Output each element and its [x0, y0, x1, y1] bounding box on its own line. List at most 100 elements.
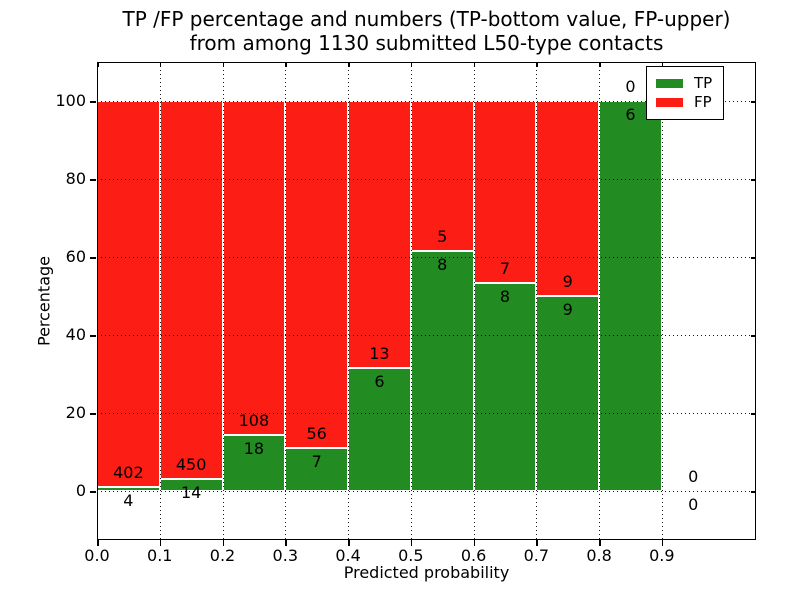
y-tick — [90, 413, 96, 415]
x-tick — [159, 540, 162, 546]
tp-bar-segment — [536, 296, 600, 492]
x-tick-top — [222, 62, 225, 67]
y-tick — [90, 491, 96, 493]
x-tick — [661, 540, 664, 546]
y-tick-label: 0 — [75, 481, 86, 501]
x-tick — [285, 540, 287, 546]
x-tick-top — [159, 62, 162, 67]
fp-bar-segment — [285, 101, 349, 448]
x-tick — [536, 540, 538, 546]
tp-legend-swatch — [656, 79, 683, 88]
x-tick — [599, 540, 601, 546]
x-tick — [348, 540, 350, 546]
x-tick-top — [97, 62, 99, 67]
y-tick-right — [751, 335, 756, 337]
tp-bar-segment — [473, 283, 537, 492]
fp-count-label: 108 — [238, 411, 270, 431]
y-gridline — [97, 335, 756, 337]
fp-count-label: 13 — [369, 343, 390, 363]
x-tick-top — [410, 62, 413, 67]
x-tick-label: 0.2 — [209, 546, 236, 565]
tp-bar-segment — [285, 447, 349, 492]
x-axis-label: Predicted probability — [343, 563, 510, 582]
legend-item-fp: FP — [656, 94, 712, 111]
fp-bar-segment — [159, 101, 223, 480]
legend: TP FP — [646, 66, 725, 120]
y-gridline — [97, 413, 756, 415]
x-tick-label: 0.9 — [649, 546, 675, 565]
x-tick-label: 0.8 — [586, 546, 612, 565]
x-gridline — [348, 62, 350, 540]
x-tick-top — [661, 62, 664, 67]
x-tick-top — [536, 62, 538, 67]
tp-bar-segment — [410, 251, 474, 492]
fp-bar-segment — [536, 101, 600, 297]
fp-bar-segment — [222, 101, 286, 436]
x-gridline — [473, 62, 475, 540]
x-tick-top — [599, 62, 601, 67]
x-tick-label: 0.4 — [335, 546, 361, 565]
x-tick — [222, 540, 225, 546]
fp-bar-segment — [473, 101, 537, 284]
y-gridline — [97, 491, 756, 493]
fp-count-label: 0 — [625, 77, 636, 97]
fp-legend-swatch — [656, 98, 683, 107]
y-tick — [90, 179, 96, 181]
x-tick-label: 0.1 — [147, 546, 173, 565]
tp-count-label: 7 — [311, 451, 322, 471]
y-tick-right — [751, 179, 756, 181]
fp-bar-segment — [97, 101, 160, 488]
tp-count-label: 6 — [374, 371, 385, 391]
x-tick-label: 0.7 — [523, 546, 550, 565]
x-gridline — [661, 62, 663, 540]
y-tick-label: 80 — [65, 169, 86, 189]
y-tick-right — [751, 491, 756, 493]
fp-count-label: 7 — [499, 259, 511, 279]
y-tick-right — [751, 101, 756, 103]
fp-count-label: 450 — [175, 455, 207, 475]
fp-count-label: 0 — [688, 467, 699, 487]
x-gridline — [159, 62, 161, 540]
y-gridline — [97, 257, 756, 259]
x-tick — [410, 540, 413, 546]
tp-legend-label: TP — [694, 74, 713, 92]
chart-title-line2: from among 1130 submitted L50-type conta… — [189, 31, 664, 55]
x-gridline — [536, 62, 538, 540]
fp-count-label: 5 — [437, 227, 448, 247]
x-tick-top — [473, 62, 476, 67]
tp-bar-segment — [599, 101, 662, 492]
chart-title-line1: TP /FP percentage and numbers (TP-bottom… — [122, 7, 731, 31]
tp-count-label: 9 — [562, 300, 573, 320]
x-tick-label: 0.3 — [272, 546, 298, 565]
x-tick — [97, 540, 99, 546]
tp-count-label: 4 — [123, 491, 134, 511]
tp-count-label: 8 — [437, 255, 448, 275]
x-tick-label: 0.6 — [460, 546, 487, 565]
fp-count-label: 402 — [113, 463, 144, 483]
x-tick — [473, 540, 476, 546]
x-tick-label: 0.0 — [84, 546, 110, 565]
fp-count-label: 56 — [306, 423, 327, 443]
tp-count-label: 0 — [688, 495, 699, 515]
x-gridline — [599, 62, 601, 540]
plot-area: 402 4 450 14 108 18 56 7 13 6 5 8 7 8 9 9 0 6 0 0 — [97, 62, 756, 540]
x-gridline — [285, 62, 287, 540]
x-gridline — [410, 62, 412, 540]
legend-item-tp: TP — [656, 75, 712, 92]
fp-count-label: 9 — [562, 272, 573, 292]
x-gridline — [222, 62, 224, 540]
x-tick-top — [285, 62, 287, 67]
y-tick-label: 20 — [65, 403, 86, 423]
y-tick-label: 40 — [65, 325, 86, 345]
x-tick-top — [348, 62, 350, 67]
chart-title: TP /FP percentage and numbers (TP-bottom… — [97, 7, 756, 55]
tp-count-label: 6 — [625, 105, 636, 125]
y-tick — [90, 101, 96, 103]
tp-count-label: 8 — [499, 287, 511, 307]
x-tick-label: 0.5 — [398, 546, 424, 565]
tp-count-label: 14 — [180, 483, 202, 503]
y-tick — [90, 335, 96, 337]
tp-count-label: 18 — [243, 439, 265, 459]
y-gridline — [97, 179, 756, 181]
